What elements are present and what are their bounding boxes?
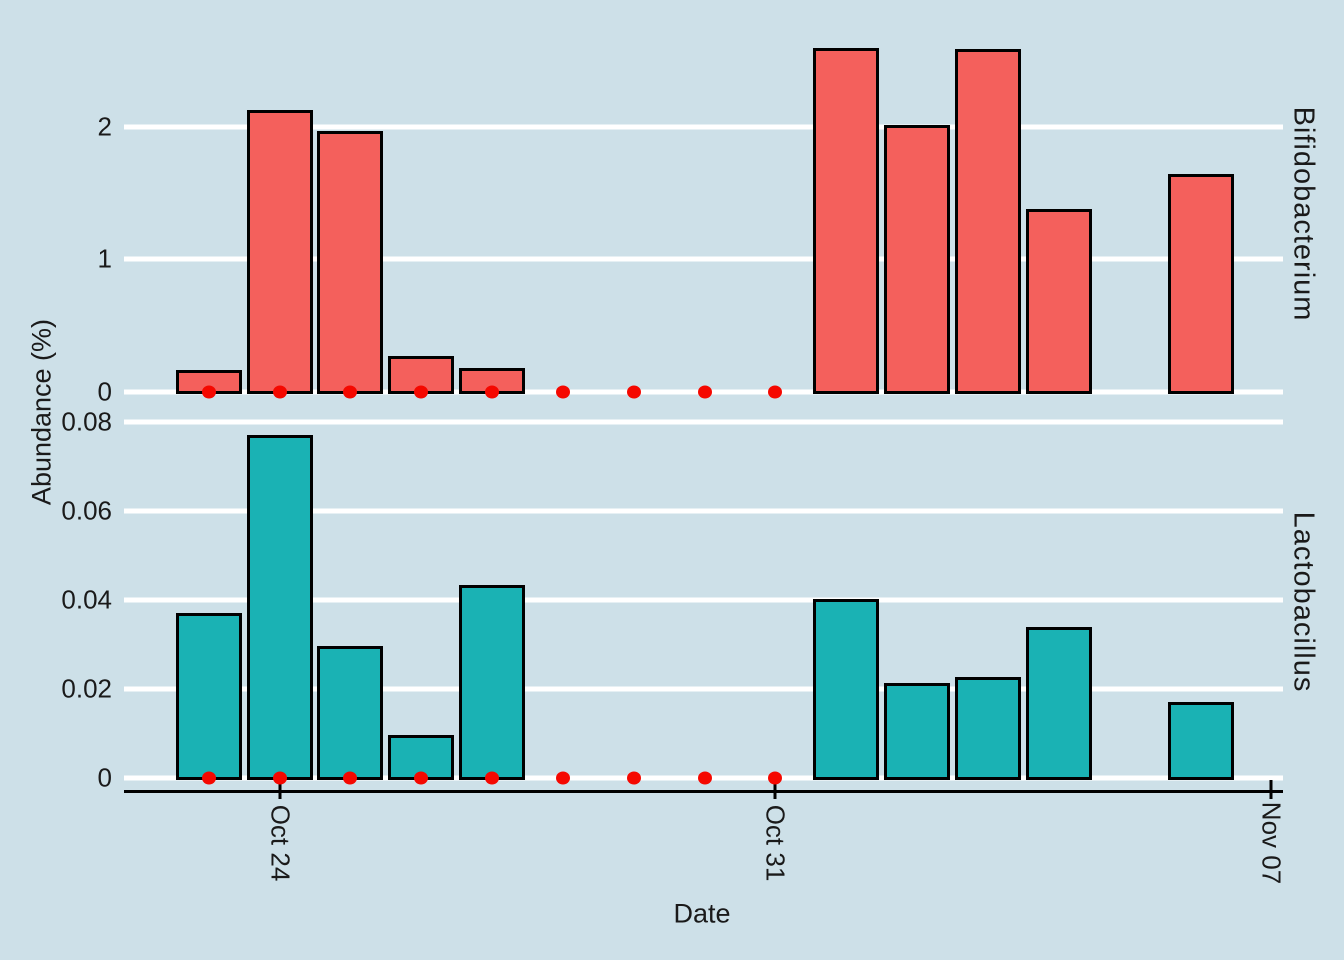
bar [955, 677, 1021, 781]
y-tick-label: 0 [97, 762, 112, 793]
x-tick [773, 780, 777, 799]
gridline [124, 124, 1283, 130]
y-tick-label: 0.06 [61, 495, 112, 526]
y-tick-label: 2 [97, 111, 112, 142]
facet-label-bifidobacterium: Bifidobacterium [1287, 106, 1320, 322]
bar [175, 613, 242, 781]
gridline [124, 508, 1283, 514]
zero-marker-dot [272, 385, 287, 398]
x-tick [1269, 780, 1273, 799]
zero-marker-dot [201, 771, 216, 785]
bar [813, 598, 880, 781]
y-tick-label: 0.04 [61, 584, 112, 615]
bar [459, 584, 526, 781]
zero-marker-dot [555, 771, 570, 785]
gridline [124, 256, 1283, 262]
facet-label-lactobacillus: Lactobacillus [1287, 511, 1320, 693]
x-tick [278, 780, 281, 799]
bar [884, 124, 951, 394]
zero-marker-dot [343, 385, 358, 398]
x-axis-line [124, 790, 1283, 793]
bar [1167, 173, 1234, 394]
zero-marker-dot [697, 771, 712, 785]
gridline [124, 597, 1283, 603]
bar [1025, 209, 1092, 394]
zero-marker-dot [768, 385, 783, 398]
x-tick-label: Nov 07 [1256, 801, 1287, 885]
zero-marker-dot [414, 771, 429, 785]
zero-marker-dot [697, 385, 712, 398]
y-tick-label: 1 [97, 243, 112, 274]
zero-marker-dot [414, 385, 429, 398]
gridline [124, 686, 1283, 692]
x-tick-label: Oct 24 [265, 804, 295, 882]
bar [317, 131, 384, 394]
zero-marker-dot [768, 771, 783, 785]
bar [317, 646, 384, 781]
zero-marker-dot [555, 385, 570, 398]
bar [246, 434, 313, 781]
zero-marker-dot [343, 771, 358, 785]
bar [1167, 702, 1234, 781]
y-tick-label: 0 [97, 376, 112, 406]
x-axis-title: Date [673, 898, 731, 929]
zero-marker-dot [201, 385, 216, 398]
y-tick-label: 0.08 [61, 406, 112, 437]
bar [246, 110, 313, 394]
zero-marker-dot [485, 385, 500, 398]
x-tick-label: Oct 31 [760, 804, 791, 882]
zero-marker-dot [272, 771, 287, 785]
bar [955, 49, 1021, 394]
zero-marker-dot [485, 771, 500, 785]
bar [1025, 627, 1092, 781]
y-tick-label: 0.02 [61, 673, 112, 704]
bar [813, 48, 880, 394]
bar [884, 683, 951, 781]
y-axis-title: Abundance (%) [26, 318, 57, 506]
gridline [124, 419, 1283, 425]
zero-marker-dot [626, 385, 641, 398]
zero-marker-dot [626, 771, 641, 785]
